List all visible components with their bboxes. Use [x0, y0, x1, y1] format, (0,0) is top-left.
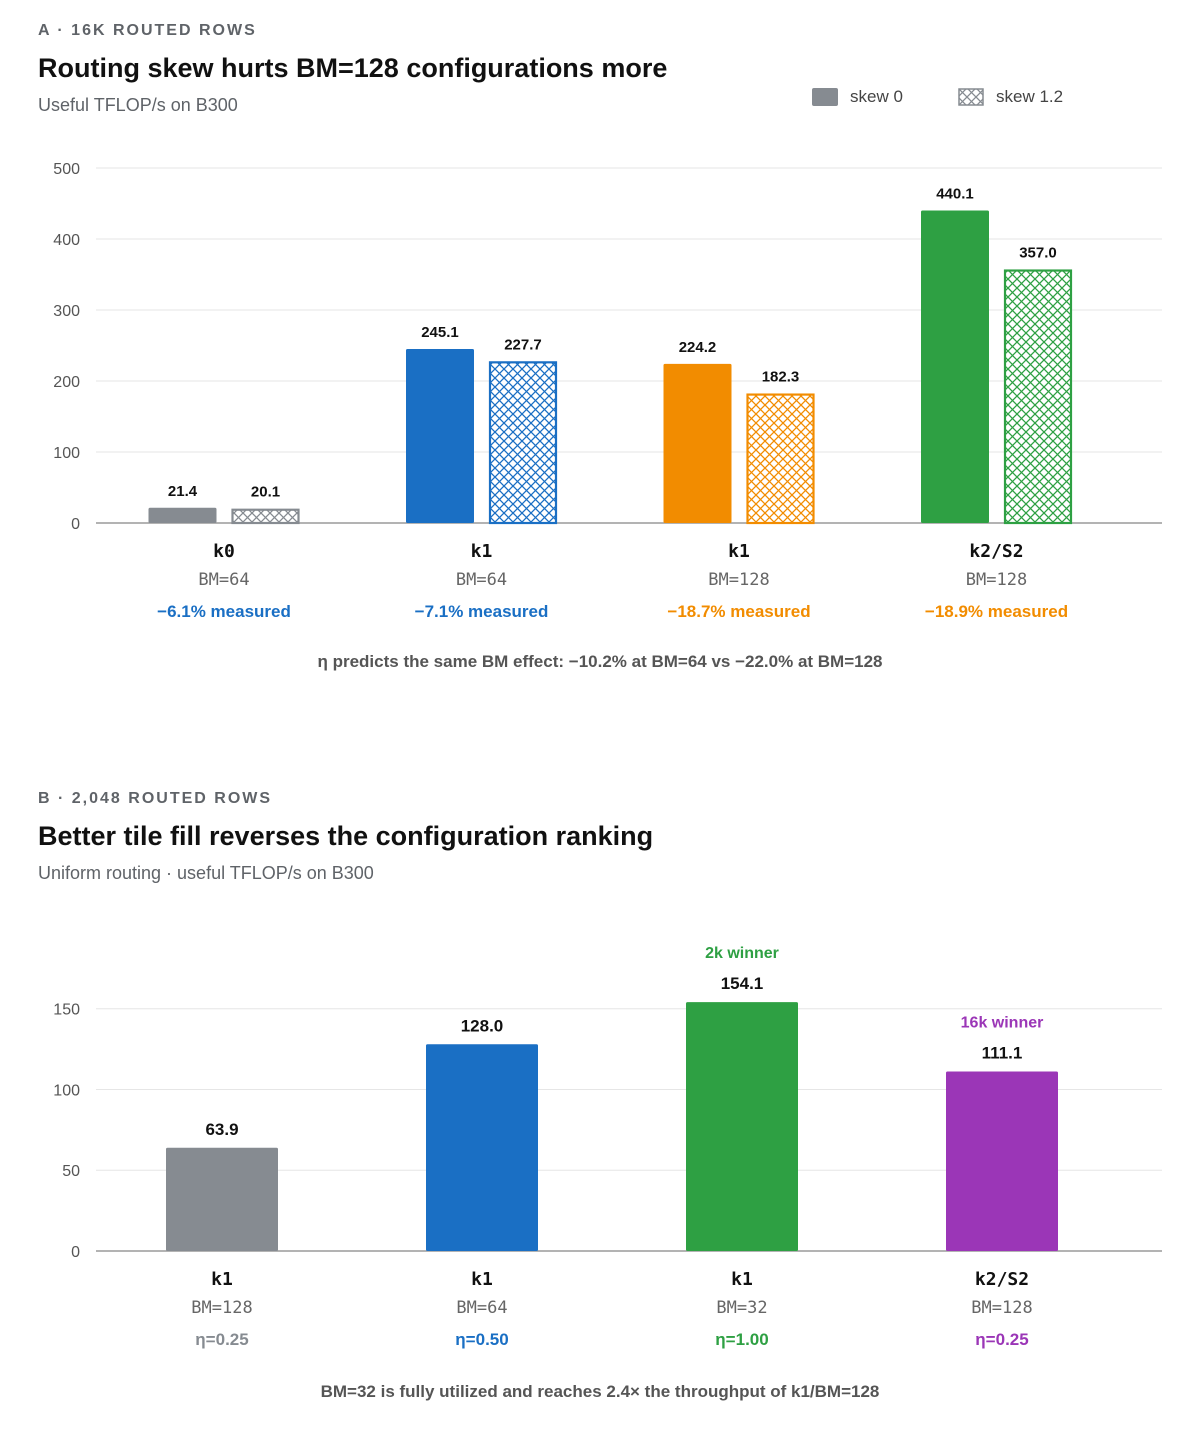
category-note: −7.1% measured: [415, 602, 549, 621]
category-bm-label: BM=64: [198, 570, 249, 590]
category-note: −18.9% measured: [925, 602, 1068, 621]
y-tick-label: 0: [71, 516, 80, 533]
winner-badge: 16k winner: [961, 1015, 1044, 1032]
panel-b-kicker: B · 2,048 ROUTED ROWS: [38, 790, 273, 807]
y-tick-label: 50: [62, 1163, 80, 1180]
winner-badge: 2k winner: [705, 945, 779, 962]
category-note: −18.7% measured: [667, 602, 810, 621]
category-bm-label: BM=128: [971, 1298, 1032, 1318]
y-tick-label: 100: [53, 445, 80, 462]
chart-a-plot: 0 100 200 300 400 500 21.4 20.1 k0 BM=64 −6.1% mea…: [53, 161, 1162, 671]
chart-panel-a: A · 16K ROUTED ROWS Routing skew hurts B…: [38, 22, 1162, 671]
category-note: −6.1% measured: [157, 602, 291, 621]
bar: [946, 1071, 1058, 1251]
category-bm-label: BM=128: [191, 1298, 252, 1318]
data-label: 245.1: [421, 324, 459, 341]
bar: [663, 363, 732, 523]
category-bm-label: BM=128: [966, 570, 1027, 590]
y-tick-label: 300: [53, 303, 80, 320]
y-tick-label: 150: [53, 1002, 80, 1019]
data-label: 440.1: [936, 186, 974, 203]
category-bm-label: BM=32: [716, 1298, 767, 1318]
y-tick-label: 100: [53, 1082, 80, 1099]
legend-label-skew-0: skew 0: [850, 87, 903, 106]
data-label: 128.0: [461, 1016, 504, 1035]
category-kernel-label: k1: [471, 541, 493, 562]
y-tick-label: 500: [53, 161, 80, 178]
bar: [166, 1147, 278, 1251]
category-kernel-label: k0: [213, 541, 235, 562]
legend-item-skew-1-2: skew 1.2: [958, 86, 1063, 108]
legend-label-skew-1-2: skew 1.2: [996, 87, 1064, 106]
bar: [426, 1044, 538, 1251]
bar: [406, 348, 474, 523]
category-kernel-label: k2/S2: [975, 1269, 1029, 1290]
data-label: 357.0: [1019, 245, 1057, 262]
data-label: 227.7: [504, 336, 542, 353]
data-label: 63.9: [205, 1120, 238, 1139]
bar-hatched: [1003, 269, 1073, 525]
category-kernel-label: k1: [471, 1269, 493, 1290]
panel-a-title: Routing skew hurts BM=128 configurations…: [38, 53, 668, 83]
panel-a-kicker: A · 16K ROUTED ROWS: [38, 22, 257, 39]
panel-a-footnote: η predicts the same BM effect: −10.2% at…: [317, 652, 882, 671]
bar: [686, 1002, 798, 1251]
panel-b-footnote: BM=32 is fully utilized and reaches 2.4×…: [321, 1382, 880, 1401]
panel-b-title: Better tile fill reverses the configurat…: [38, 821, 654, 851]
chart-b-plot: 0 50 100 150 63.9 k1 BM=128 η=0.25 128.0 k1 BM=64 η…: [53, 945, 1162, 1401]
data-label: 224.2: [679, 339, 717, 356]
bar: [148, 507, 217, 523]
bar-hatched: [231, 508, 300, 525]
category-note: η=0.50: [455, 1330, 508, 1349]
legend-swatch-crosshatch: [958, 88, 984, 106]
legend-swatch-solid: [812, 88, 838, 106]
bar-hatched: [746, 393, 815, 525]
y-tick-label: 400: [53, 232, 80, 249]
category-kernel-label: k1: [728, 541, 750, 562]
data-label: 182.3: [762, 369, 800, 386]
category-kernel-label: k1: [211, 1269, 233, 1290]
chart-panel-b: B · 2,048 ROUTED ROWS Better tile fill r…: [0, 768, 1200, 1434]
bar-hatched: [488, 361, 558, 525]
category-kernel-label: k1: [731, 1269, 753, 1290]
panel-a-subtitle: Useful TFLOP/s on B300: [38, 95, 238, 115]
legend-item-skew-0: skew 0: [812, 86, 903, 108]
category-note: η=0.25: [975, 1330, 1028, 1349]
panel-b-subtitle: Uniform routing · useful TFLOP/s on B300: [38, 863, 374, 883]
category-kernel-label: k2/S2: [969, 541, 1023, 562]
data-label: 111.1: [982, 1044, 1023, 1063]
bar: [921, 210, 989, 524]
category-note: η=0.25: [195, 1330, 248, 1349]
category-bm-label: BM=64: [456, 570, 507, 590]
data-label: 154.1: [721, 974, 764, 993]
category-note: η=1.00: [715, 1330, 768, 1349]
y-tick-label: 0: [71, 1244, 80, 1261]
category-bm-label: BM=128: [708, 570, 769, 590]
category-bm-label: BM=64: [456, 1298, 507, 1318]
data-label: 21.4: [168, 483, 198, 500]
y-tick-label: 200: [53, 374, 80, 391]
data-label: 20.1: [251, 484, 280, 501]
